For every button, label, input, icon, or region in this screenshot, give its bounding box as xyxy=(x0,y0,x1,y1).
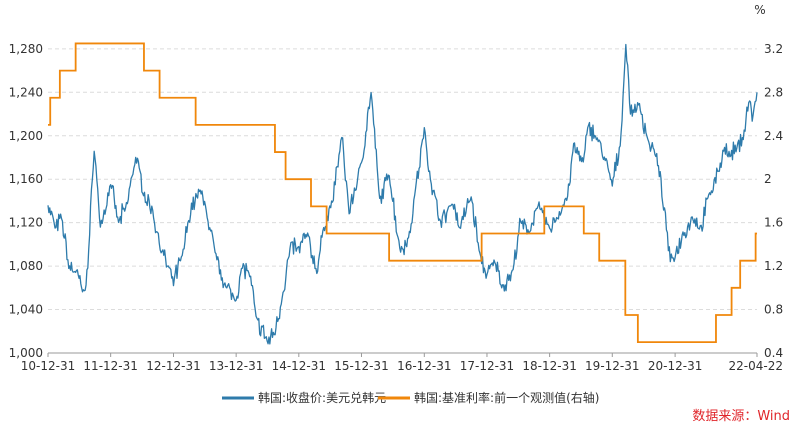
right-y-tick-label: 2.8 xyxy=(764,85,783,99)
legend-label-policy-rate: 韩国:基准利率:前一个观测值(右轴) xyxy=(414,390,599,405)
left-y-tick-label: 1,120 xyxy=(9,216,43,230)
left-y-tick-label: 1,280 xyxy=(9,42,43,56)
left-y-tick-label: 1,080 xyxy=(9,259,43,273)
right-y-tick-label: 0.4 xyxy=(764,346,783,360)
x-axis-ticks: 10-12-31 11-12-31 12-12-31 13-12-31 14-12-31… xyxy=(21,353,783,373)
right-y-tick-label: 2.4 xyxy=(764,129,783,143)
data-source-note: 数据来源：Wind xyxy=(692,409,790,424)
exchange-rate-line xyxy=(47,43,758,345)
series-layer xyxy=(47,42,758,345)
x-tick-label: 22-04-22 xyxy=(729,359,783,373)
x-tick-label: 10-12-31 xyxy=(21,359,75,373)
legend-label-exchange-rate: 韩国:收盘价:美元兑韩元 xyxy=(258,390,386,405)
legend: 韩国:收盘价:美元兑韩元 韩国:基准利率:前一个观测值(右轴) xyxy=(222,390,599,405)
x-tick-label: 20-12-31 xyxy=(648,359,702,373)
x-tick-label: 15-12-31 xyxy=(334,359,388,373)
right-y-tick-label: 3.2 xyxy=(764,42,783,56)
x-tick-label: 16-12-31 xyxy=(397,359,451,373)
right-y-tick-label: 1.2 xyxy=(764,259,783,273)
right-y-axis: 0.4 0.8 1.2 1.6 2 2.4 2.8 3.2 xyxy=(764,42,783,360)
x-tick-label: 13-12-31 xyxy=(209,359,263,373)
x-tick-label: 17-12-31 xyxy=(460,359,514,373)
left-y-tick-label: 1,000 xyxy=(9,346,43,360)
left-y-tick-label: 1,040 xyxy=(9,303,43,317)
left-y-tick-label: 1,200 xyxy=(9,129,43,143)
right-axis-unit: % xyxy=(754,3,765,17)
left-y-tick-label: 1,160 xyxy=(9,172,43,186)
policy-rate-step-line xyxy=(48,42,757,344)
right-y-tick-label: 2 xyxy=(764,172,772,186)
right-y-tick-label: 1.6 xyxy=(764,216,783,230)
left-y-tick-label: 1,240 xyxy=(9,85,43,99)
x-tick-label: 18-12-31 xyxy=(522,359,576,373)
x-tick-label: 14-12-31 xyxy=(272,359,326,373)
x-tick-label: 11-12-31 xyxy=(83,359,137,373)
x-tick-label: 12-12-31 xyxy=(146,359,200,373)
x-tick-label: 19-12-31 xyxy=(585,359,639,373)
gridlines xyxy=(48,48,757,354)
left-y-axis: 1,000 1,040 1,080 1,120 1,160 1,200 1,240 1,280 xyxy=(9,42,43,360)
right-y-tick-label: 0.8 xyxy=(764,303,783,317)
